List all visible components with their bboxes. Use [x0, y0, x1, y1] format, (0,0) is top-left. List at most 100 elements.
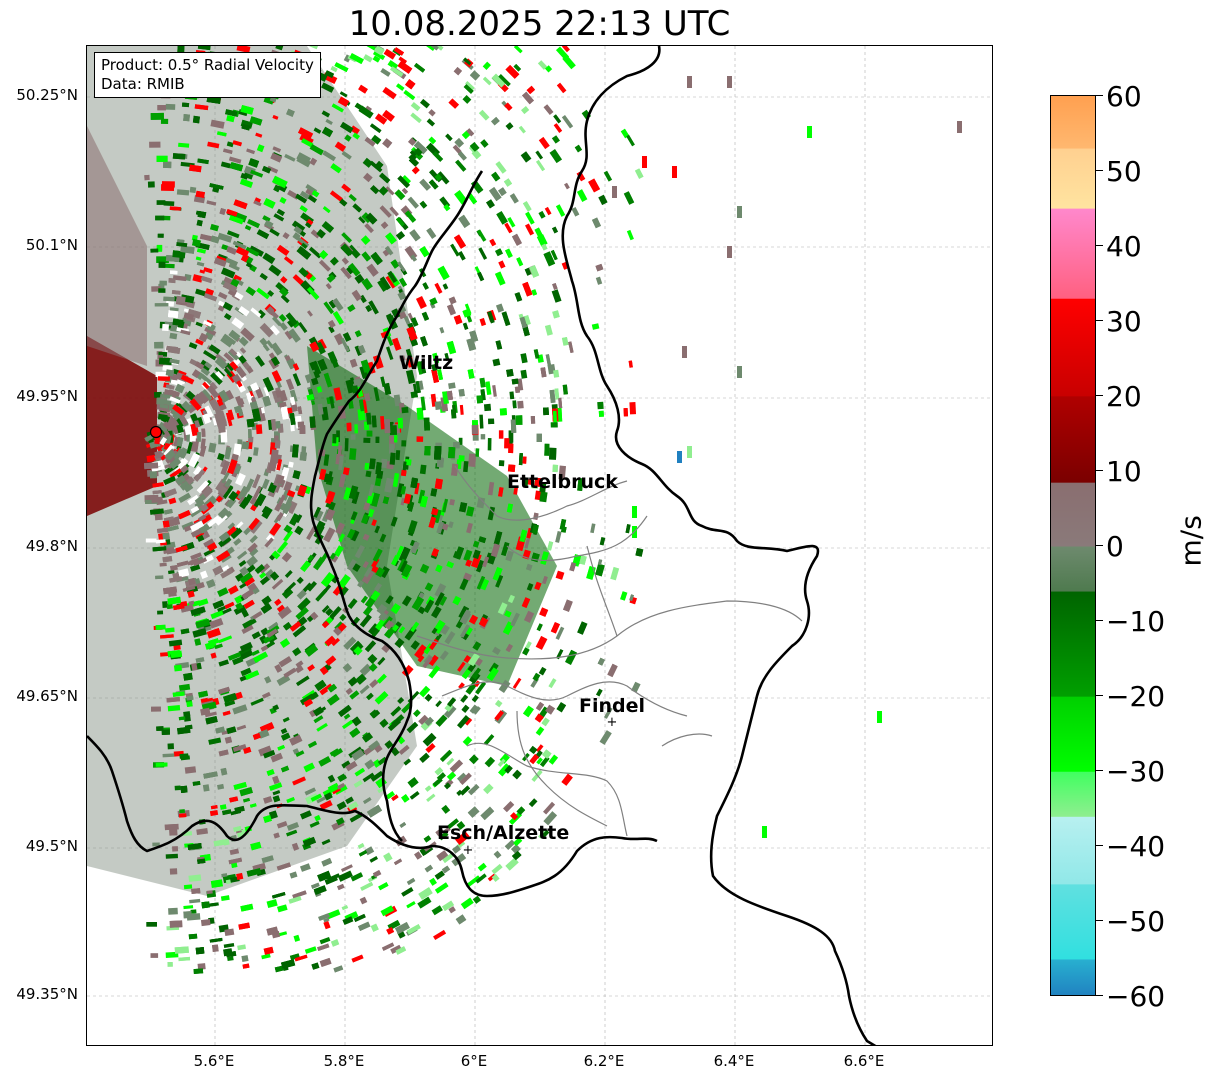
- echo-gate: [354, 545, 365, 559]
- echo-gate: [460, 694, 469, 703]
- echo-gate: [380, 905, 395, 917]
- echo-gate: [366, 430, 373, 437]
- echo-gate: [349, 448, 357, 460]
- echo-gate: [203, 771, 218, 779]
- echo-gate: [401, 440, 407, 447]
- echo-gate: [333, 333, 345, 346]
- echo-gate: [366, 692, 374, 701]
- echo-gate: [151, 496, 163, 504]
- echo-gate: [374, 525, 380, 534]
- echo-gate: [405, 79, 416, 90]
- echo-gate: [255, 132, 263, 138]
- echo-gate: [269, 324, 280, 336]
- echo-gate: [321, 221, 335, 233]
- echo-gate: [238, 559, 247, 567]
- echo-gate: [505, 857, 519, 871]
- echo-gate: [277, 605, 292, 620]
- echo-gate: [469, 142, 480, 152]
- colorbar-tickmark: [1096, 770, 1103, 771]
- echo-gate: [275, 474, 285, 485]
- echo-gate: [553, 123, 563, 133]
- echo-gate: [380, 458, 388, 469]
- echo-gate: [376, 603, 388, 615]
- echo-gate: [467, 806, 480, 818]
- echo-gate: [236, 550, 248, 560]
- echo-gate: [434, 592, 445, 607]
- echo-gate: [156, 155, 168, 162]
- radar-map[interactable]: + + Wiltz Ettelbruck Findel Esch/Alzette: [86, 45, 993, 1046]
- echo-gate: [458, 682, 465, 690]
- echo-gate: [274, 435, 279, 442]
- echo-gate: [443, 203, 451, 212]
- echo-gate: [462, 95, 472, 104]
- echo-gate: [488, 418, 495, 425]
- echo-gate: [247, 385, 254, 393]
- echo-gate: [173, 664, 182, 672]
- echo-gate: [504, 102, 513, 111]
- echo-gate: [350, 529, 360, 542]
- echo-gate: [406, 877, 416, 885]
- echo-gate: [239, 787, 253, 797]
- echo-gate: [477, 229, 487, 242]
- echo-gate: [383, 48, 397, 60]
- echo-gate: [226, 115, 235, 123]
- echo-gate: [235, 473, 246, 486]
- echo-gate: [218, 659, 229, 667]
- echo-gate: [231, 317, 245, 330]
- echo-gate: [349, 690, 360, 700]
- echo-gate: [175, 545, 188, 553]
- echo-gate: [492, 384, 497, 397]
- echo-gate: [264, 220, 274, 229]
- echo-gate: [495, 575, 504, 588]
- echo-gate: [247, 219, 260, 229]
- echo-gate: [448, 446, 456, 459]
- echo-gate: [429, 877, 437, 886]
- echo-gate: [389, 452, 396, 465]
- echo-gate: [163, 508, 173, 515]
- echo-gate: [472, 540, 480, 548]
- echo-gate: [183, 672, 193, 681]
- echo-gate: [525, 223, 535, 236]
- echo-gate: [563, 599, 573, 612]
- echo-gate: [218, 535, 232, 548]
- echo-gate: [239, 641, 253, 653]
- echo-gate: [512, 769, 522, 780]
- echo-gate: [172, 275, 187, 282]
- city-label-esch: Esch/Alzette: [437, 822, 569, 844]
- echo-gate: [406, 721, 419, 734]
- echo-gate: [372, 50, 386, 61]
- echo-gate: [503, 801, 515, 813]
- echo-gate: [226, 209, 238, 217]
- echo-gate: [209, 937, 223, 943]
- echo-gate: [535, 150, 544, 160]
- echo-gate: [526, 85, 536, 95]
- far-echo: [642, 156, 647, 168]
- echo-gate: [220, 895, 230, 901]
- echo-gate: [452, 595, 462, 606]
- echo-gate: [620, 591, 628, 601]
- echo-gate: [210, 879, 223, 888]
- echo-gate: [362, 732, 373, 743]
- echo-gate: [220, 458, 226, 468]
- echo-gate: [365, 304, 372, 313]
- echo-gate: [547, 541, 554, 551]
- echo-gate: [317, 870, 332, 882]
- echo-gate: [534, 581, 542, 591]
- echo-gate: [144, 462, 159, 470]
- echo-gate: [222, 281, 238, 293]
- echo-gate: [253, 447, 259, 456]
- echo-gate: [264, 676, 272, 684]
- echo-gate: [359, 684, 370, 695]
- echo-gate: [190, 507, 204, 518]
- echo-gate: [307, 194, 317, 203]
- echo-gate: [407, 690, 420, 704]
- echo-gate: [197, 963, 206, 970]
- echo-gate: [167, 705, 181, 712]
- echo-gate: [555, 204, 566, 217]
- y-tick-label: 49.8°N: [25, 537, 78, 555]
- echo-gate: [259, 722, 275, 734]
- echo-gate: [408, 156, 419, 167]
- echo-gate: [377, 657, 386, 666]
- echo-gate: [208, 381, 218, 392]
- echo-gate: [399, 560, 408, 573]
